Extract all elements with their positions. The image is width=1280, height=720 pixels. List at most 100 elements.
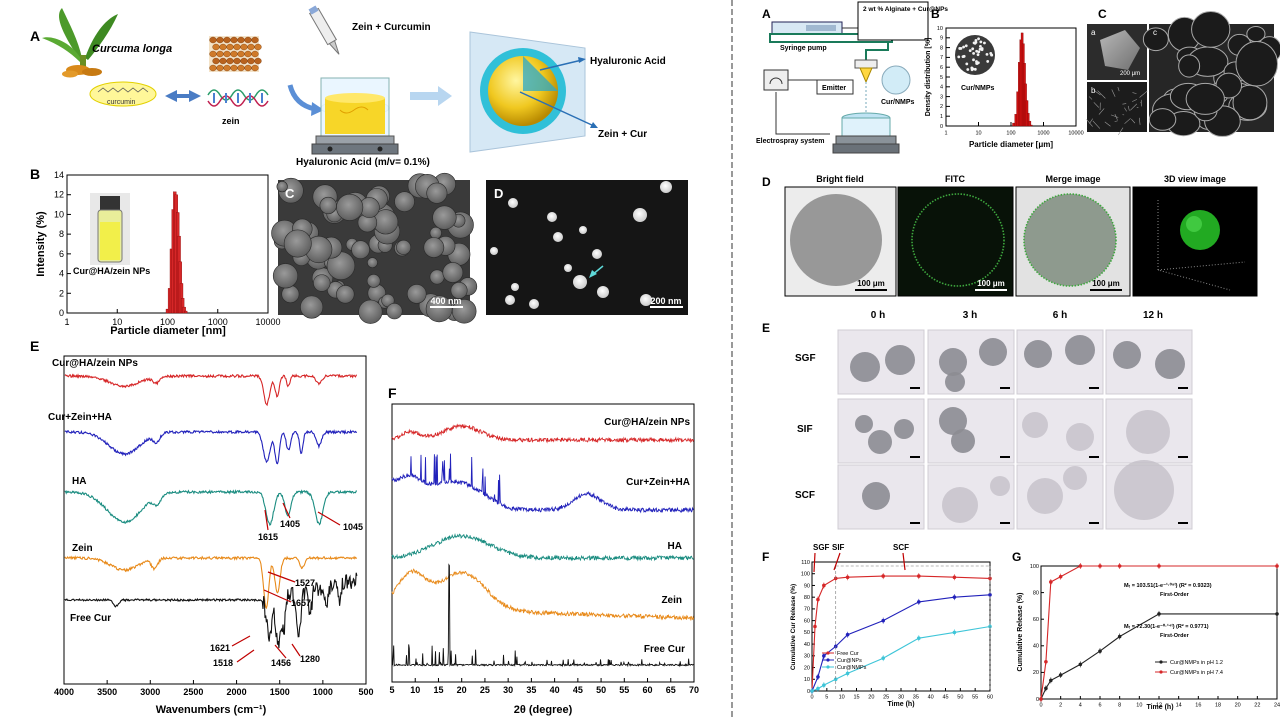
data-point xyxy=(810,689,814,693)
data-point xyxy=(1039,697,1043,701)
peak-label: 1280 xyxy=(300,654,320,664)
curcumin-label: curcumin xyxy=(107,99,136,106)
scale-bar xyxy=(1089,522,1099,524)
scale-bar xyxy=(910,522,920,524)
fit-model: First-Order xyxy=(1160,592,1190,598)
panel-letter: C xyxy=(1098,7,1107,21)
peak-label: 1527 xyxy=(295,578,315,588)
y-tick-label: 9 xyxy=(940,36,943,42)
corn-kernel xyxy=(237,50,245,58)
panel-letter: A xyxy=(762,7,771,21)
data-point xyxy=(1049,678,1053,683)
sem-particle xyxy=(423,237,445,258)
x-tick-label: 50 xyxy=(957,695,963,701)
bead-particle xyxy=(1066,423,1094,451)
y-axis-label: Density distribution [%] xyxy=(925,38,932,117)
panel-letter: D xyxy=(494,186,503,201)
data-point xyxy=(1275,612,1279,616)
y-tick-label: 0 xyxy=(59,308,64,318)
x-tick-label: 35 xyxy=(913,695,919,701)
bead xyxy=(971,47,975,51)
bead xyxy=(975,62,979,65)
data-point xyxy=(1157,564,1161,568)
medium-label: SGF xyxy=(795,353,816,364)
legend-marker xyxy=(826,651,830,655)
left-panel-e-ftir: E 4000 3500 3000 2500 2000 1500 1000 500 Cur@HA… xyxy=(30,338,374,716)
x-tick-label: 2000 xyxy=(227,687,247,697)
corn-kernel xyxy=(216,50,224,58)
data-point xyxy=(1098,649,1102,653)
y-tick-label: 100 xyxy=(801,572,810,578)
bead xyxy=(977,50,981,54)
time-label: 12 h xyxy=(1143,310,1163,321)
sem-particle xyxy=(358,299,383,324)
bead-particle xyxy=(850,352,880,382)
bead-particle xyxy=(942,487,978,523)
scale-bar xyxy=(1000,522,1010,524)
data-point xyxy=(917,600,921,604)
corn-kernel xyxy=(237,64,245,72)
y-tick-label: 10 xyxy=(937,26,943,32)
bead-particle xyxy=(1065,335,1095,365)
x-tick-label: 10 xyxy=(1136,703,1142,709)
scale-bar xyxy=(910,456,920,458)
alginate-label: 2 wt % Alginate + Cur@NPs xyxy=(863,6,948,13)
sem-particle xyxy=(272,263,299,289)
fiber xyxy=(1139,90,1148,98)
data-point xyxy=(1078,564,1083,568)
corn-kernel xyxy=(251,50,259,58)
phase-label: SIF xyxy=(832,543,845,552)
y-tick-label: 20 xyxy=(804,665,810,671)
scale-bar-label: 100 μm xyxy=(1092,279,1120,288)
distribution-bar xyxy=(1012,122,1015,127)
sem-particle xyxy=(313,274,331,292)
column-title: Merge image xyxy=(1045,174,1100,184)
bead xyxy=(968,49,972,53)
x-tick-label: 100 xyxy=(1006,131,1015,137)
x-tick-label: 0 xyxy=(1039,703,1042,709)
corn-kernel xyxy=(226,43,234,51)
x-tick-label: 30 xyxy=(503,685,513,695)
turmeric-plant-illustration xyxy=(42,8,118,78)
fiber xyxy=(1097,90,1106,99)
fiber xyxy=(1093,102,1100,108)
data-point xyxy=(1058,673,1063,677)
y-tick-label: 60 xyxy=(1033,617,1039,623)
y-tick-label: 0 xyxy=(1036,697,1039,703)
corn-kernel xyxy=(219,57,227,65)
data-point xyxy=(1058,574,1063,579)
data-point xyxy=(822,583,826,588)
tem-particle xyxy=(597,286,609,298)
tem-particle xyxy=(633,208,647,222)
x-axis-label: Wavenumbers (cm⁻¹) xyxy=(156,704,267,716)
tem-particle xyxy=(573,275,587,289)
bead-particle xyxy=(1126,410,1170,454)
x-tick-label: 12 xyxy=(1156,703,1162,709)
bead xyxy=(972,58,975,62)
x-tick-label: 15 xyxy=(433,685,443,695)
y-tick-label: 70 xyxy=(804,607,810,613)
fiber xyxy=(1122,103,1127,105)
right-panel-c: C a 200 μm b c xyxy=(1086,7,1280,137)
bead-particle xyxy=(1113,341,1141,369)
x-tick-label: 30 xyxy=(898,695,904,701)
ha-concentration-label: Hyaluronic Acid (m/v= 0.1%) xyxy=(296,157,430,168)
series-label: Cur@HA/zein NPs xyxy=(52,358,138,369)
peak-arrows xyxy=(231,502,341,663)
fit-equation: Mₜ = 72.30(1-e⁻⁰·¹⁴ᵗ) (R² = 0.9771) xyxy=(1124,623,1209,630)
xrd-curve xyxy=(391,563,694,668)
corn-kernel xyxy=(237,36,245,44)
x-tick-label: 100 xyxy=(160,317,175,327)
legend-label: Cur@NMPs in pH 1.2 xyxy=(1170,660,1223,666)
scale-bar xyxy=(1178,387,1188,389)
fiber xyxy=(1114,120,1118,122)
bead-particle xyxy=(1027,478,1063,514)
pore xyxy=(1148,108,1177,131)
corn-kernel xyxy=(223,36,231,44)
corn-kernel xyxy=(223,64,231,72)
series-line xyxy=(811,594,991,692)
scale-bar-label: 100 μm xyxy=(857,279,885,288)
x-tick-label: 50 xyxy=(596,685,606,695)
x-tick-label: 60 xyxy=(643,685,653,695)
